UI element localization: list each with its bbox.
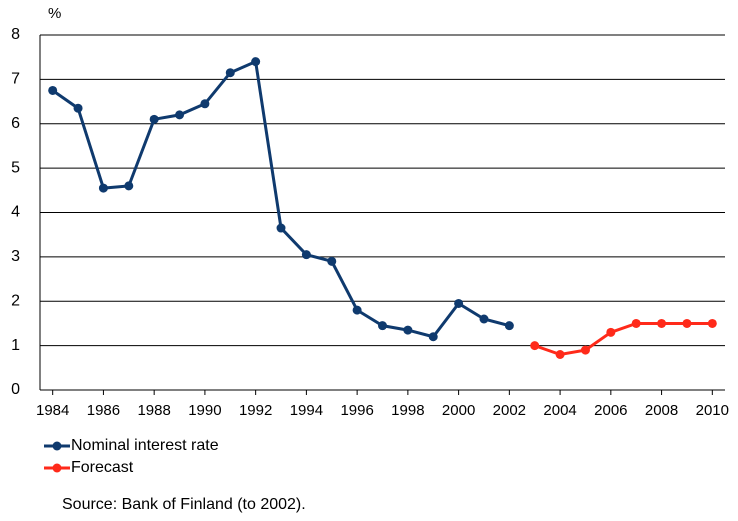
y-tick-label: 2 <box>11 292 20 309</box>
data-point <box>580 345 590 355</box>
y-tick-label: 3 <box>11 248 20 265</box>
data-point <box>555 350 565 359</box>
x-tick-label: 2002 <box>493 402 526 419</box>
data-point <box>504 321 514 331</box>
legend-swatch-marker <box>52 441 62 451</box>
data-point <box>454 298 464 308</box>
x-tick-label: 1992 <box>239 402 272 419</box>
data-point <box>301 250 311 260</box>
data-point <box>124 181 134 191</box>
legend-label: Nominal interest rate <box>71 437 219 454</box>
x-tick-label: 2000 <box>442 402 475 419</box>
legend-swatch-marker <box>52 463 62 473</box>
data-point <box>200 99 210 109</box>
data-point <box>276 223 286 233</box>
x-tick-label: 1994 <box>290 402 323 419</box>
data-point <box>73 103 83 113</box>
data-point <box>530 341 540 351</box>
x-tick-label: 1996 <box>340 402 373 419</box>
series-line <box>534 321 713 357</box>
x-tick-label: 1998 <box>391 402 424 419</box>
x-tick-label: 1988 <box>137 402 170 419</box>
x-tick-label: 2008 <box>645 402 678 419</box>
data-point <box>606 327 616 337</box>
x-tick-label: 1984 <box>36 402 69 419</box>
data-point <box>657 318 667 328</box>
source-note: Source: Bank of Finland (to 2002). <box>62 496 306 513</box>
y-tick-label: 0 <box>11 381 20 398</box>
y-tick-label: 1 <box>11 337 20 354</box>
data-point <box>428 332 438 342</box>
data-point <box>479 314 489 324</box>
data-point <box>251 57 261 67</box>
data-point <box>378 321 387 331</box>
x-tick-label: 2010 <box>696 402 729 419</box>
y-axis-label: % <box>48 5 61 22</box>
y-tick-label: 8 <box>11 26 20 43</box>
x-tick-label: 2004 <box>543 402 576 419</box>
x-tick-label: 1990 <box>188 402 221 419</box>
y-tick-label: 4 <box>11 204 20 221</box>
data-point <box>48 85 58 95</box>
data-point <box>149 114 159 124</box>
data-point <box>631 318 641 328</box>
x-tick-label: 1986 <box>87 402 120 419</box>
legend-label: Forecast <box>71 459 134 476</box>
data-point <box>327 256 337 266</box>
series-line <box>51 59 510 339</box>
y-tick-label: 5 <box>11 159 20 176</box>
data-point <box>682 318 692 328</box>
data-point <box>98 183 108 193</box>
data-point <box>352 305 362 315</box>
data-point <box>225 68 235 78</box>
data-point <box>175 110 185 120</box>
data-point <box>707 318 717 328</box>
y-tick-label: 6 <box>11 115 20 132</box>
x-tick-label: 2006 <box>594 402 627 419</box>
y-tick-label: 7 <box>11 71 20 88</box>
data-point <box>403 325 413 335</box>
